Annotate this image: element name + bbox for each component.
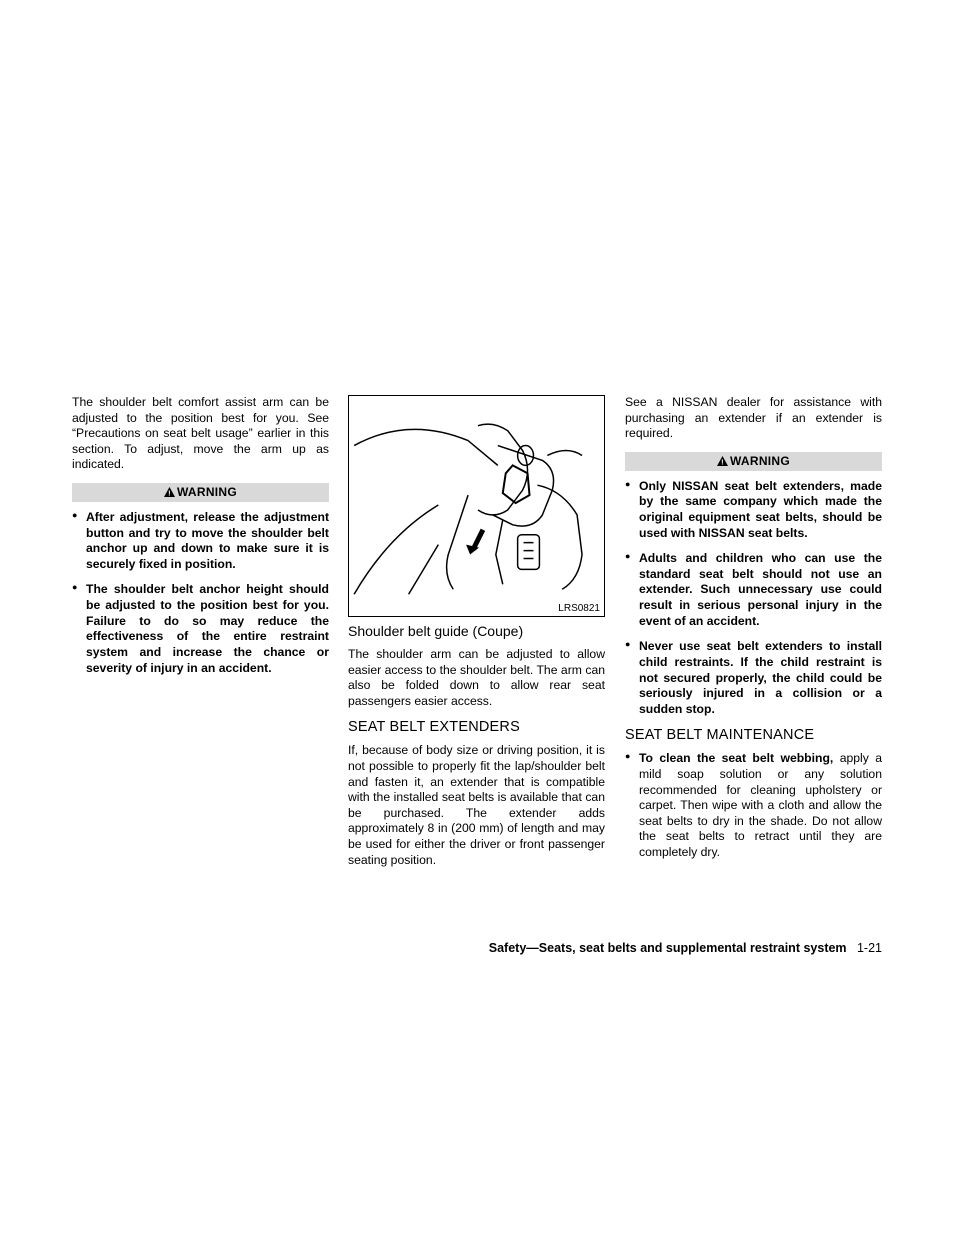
maintenance-list: To clean the seat belt webbing, apply a …: [625, 751, 882, 860]
warning-list-col1: After adjustment, release the adjustment…: [72, 510, 329, 676]
page-footer: Safety—Seats, seat belts and supplementa…: [489, 941, 882, 955]
warning-item: The shoulder belt anchor height should b…: [72, 582, 329, 676]
column-3: See a NISSAN dealer for assistance with …: [625, 395, 882, 871]
warning-list-col3: Only NISSAN seat belt extenders, made by…: [625, 479, 882, 718]
shoulder-arm-paragraph: The shoulder arm can be adjusted to allo…: [348, 647, 605, 709]
warning-heading: ! WARNING: [72, 483, 329, 502]
figure-code: LRS0821: [558, 603, 600, 614]
extenders-paragraph: If, because of body size or driving posi…: [348, 743, 605, 868]
footer-section: Safety—Seats, seat belts and supplementa…: [489, 941, 847, 955]
warning-label-text: WARNING: [177, 485, 237, 499]
column-2: LRS0821 Shoulder belt guide (Coupe) The …: [348, 395, 605, 878]
maintenance-heading: SEAT BELT MAINTENANCE: [625, 727, 882, 743]
svg-text:!: !: [721, 458, 724, 466]
footer-page-number: 1-21: [857, 941, 882, 955]
maint-rest: apply a mild soap solution or any soluti…: [639, 751, 882, 859]
figure-shoulder-belt-guide: LRS0821: [348, 395, 605, 617]
shoulder-belt-illustration: [349, 396, 604, 616]
warning-item: Adults and children who can use the stan…: [625, 551, 882, 629]
svg-text:!: !: [168, 489, 171, 497]
warning-item: Only NISSAN seat belt extenders, made by…: [625, 479, 882, 541]
warning-label-text: WARNING: [730, 454, 790, 468]
intro-paragraph: The shoulder belt comfort assist arm can…: [72, 395, 329, 473]
column-1: The shoulder belt comfort assist arm can…: [72, 395, 329, 686]
warning-heading: ! WARNING: [625, 452, 882, 471]
manual-page: The shoulder belt comfort assist arm can…: [72, 395, 882, 915]
warning-item: After adjustment, release the adjustment…: [72, 510, 329, 572]
maintenance-item: To clean the seat belt webbing, apply a …: [625, 751, 882, 860]
dealer-paragraph: See a NISSAN dealer for assistance with …: [625, 395, 882, 442]
extenders-heading: SEAT BELT EXTENDERS: [348, 719, 605, 735]
warning-icon: !: [164, 486, 175, 500]
maint-lead: To clean the seat belt webbing,: [639, 751, 833, 765]
warning-item: Never use seat belt extenders to install…: [625, 639, 882, 717]
warning-icon: !: [717, 455, 728, 469]
figure-caption: Shoulder belt guide (Coupe): [348, 623, 605, 639]
